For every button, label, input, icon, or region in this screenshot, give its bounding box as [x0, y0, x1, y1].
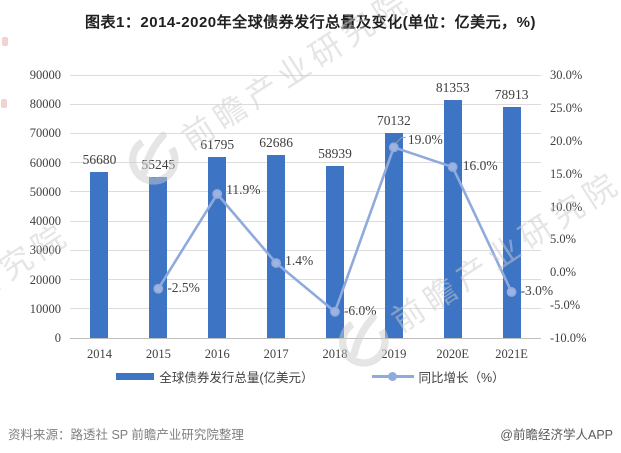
- y2-axis-tick-label: 15.0%: [550, 166, 583, 181]
- x-axis-tick-label: 2020E: [436, 347, 469, 361]
- line-series-swatch: [371, 372, 414, 381]
- y-axis-tick-label: 30000: [29, 243, 61, 258]
- y2-axis-tick-label: 25.0%: [550, 100, 583, 115]
- y-axis-tick-label: 90000: [29, 68, 61, 82]
- line-point-label: -2.5%: [167, 279, 200, 295]
- line-point-label: 19.0%: [407, 132, 443, 148]
- chart-legend: 全球债券发行总量(亿美元） 同比增长（%）: [0, 367, 621, 386]
- legend-label: 同比增长（%）: [418, 371, 505, 385]
- bar-series-swatch: [116, 373, 155, 380]
- line-point-marker: [271, 258, 282, 268]
- line-point-label: -6.0%: [343, 302, 377, 318]
- gridline: [70, 191, 541, 193]
- y-axis-tick-label: 70000: [29, 126, 61, 141]
- legend-item-bar-series: 全球债券发行总量(亿美元）: [116, 367, 314, 386]
- bar: [267, 154, 286, 338]
- bar-value-label: 58939: [318, 145, 352, 161]
- gridline: [70, 103, 541, 105]
- y2-axis-tick-label: 20.0%: [550, 133, 583, 148]
- gridline: [70, 220, 541, 222]
- gridline: [70, 132, 541, 134]
- x-axis-tick-label: 2017: [263, 347, 289, 361]
- gridline: [70, 249, 541, 251]
- gridline: [70, 162, 541, 164]
- y2-axis-tick-label: -5.0%: [550, 298, 581, 313]
- gridline: [70, 279, 541, 281]
- x-axis-tick-label: 2021E: [495, 347, 528, 361]
- gridline: [70, 308, 541, 310]
- y2-axis-tick-label: -10.0%: [550, 331, 587, 345]
- bar: [384, 133, 403, 338]
- bar-value-label: 78913: [494, 87, 529, 103]
- bar-value-label: 81353: [435, 80, 470, 96]
- bar-value-label: 56680: [82, 152, 117, 168]
- line-point-marker: [388, 142, 399, 153]
- legend-item-line-series: 同比增长（%）: [371, 367, 505, 386]
- bar-value-label: 61795: [200, 137, 235, 153]
- bar: [325, 165, 344, 338]
- line-point-marker: [153, 283, 164, 294]
- y-axis-tick-label: 50000: [29, 184, 61, 199]
- y2-axis-tick-label: 10.0%: [550, 199, 583, 214]
- line-point-marker: [212, 189, 223, 199]
- line-marker-icon: [387, 372, 397, 381]
- footer: 资料来源：路透社 SP 前瞻产业研究院整理 @前瞻经济学人APP: [8, 424, 613, 443]
- source-note: 资料来源：路透社 SP 前瞻产业研究院整理: [8, 428, 244, 442]
- line-point-label: 11.9%: [226, 182, 261, 197]
- bar-value-label: 70132: [376, 113, 411, 129]
- x-axis-line: [70, 337, 541, 339]
- y-axis-tick-label: 80000: [29, 97, 61, 112]
- line-point-marker: [506, 287, 517, 297]
- bar-value-label: 55245: [141, 156, 176, 172]
- y2-axis-tick-label: 5.0%: [550, 232, 577, 247]
- legend-label: 全球债券发行总量(亿美元）: [159, 371, 314, 385]
- x-axis-tick-label: 2015: [145, 347, 171, 361]
- line-point-label: 16.0%: [462, 158, 498, 174]
- x-axis-tick-label: 2016: [204, 347, 230, 361]
- x-axis-tick-label: 2014: [86, 347, 112, 361]
- bar-value-label: 62686: [259, 134, 293, 150]
- y-axis-tick-label: 10000: [29, 301, 61, 316]
- y-axis-tick-label: 0: [54, 331, 61, 345]
- y2-axis-tick-label: 30.0%: [550, 68, 583, 82]
- y-axis-tick-label: 60000: [29, 155, 61, 170]
- y-axis-tick-label: 20000: [29, 272, 61, 287]
- credit-note: @前瞻经济学人APP: [500, 428, 613, 442]
- line-point-label: 1.4%: [285, 253, 314, 269]
- growth-line: [157, 146, 513, 314]
- bar: [149, 176, 168, 338]
- line-point-marker: [329, 306, 340, 317]
- bar: [443, 100, 462, 338]
- gridline: [70, 74, 541, 76]
- y-axis-tick-label: 40000: [29, 214, 61, 229]
- line-point-label: -3.0%: [520, 282, 554, 298]
- label-leader-line: [395, 136, 406, 144]
- chart-title: 图表1：2014-2020年全球债券发行总量及变化(单位：亿美元，%): [85, 14, 536, 31]
- bar: [90, 172, 109, 338]
- line-point-marker: [447, 162, 458, 173]
- y2-axis-tick-label: 0.0%: [550, 265, 577, 280]
